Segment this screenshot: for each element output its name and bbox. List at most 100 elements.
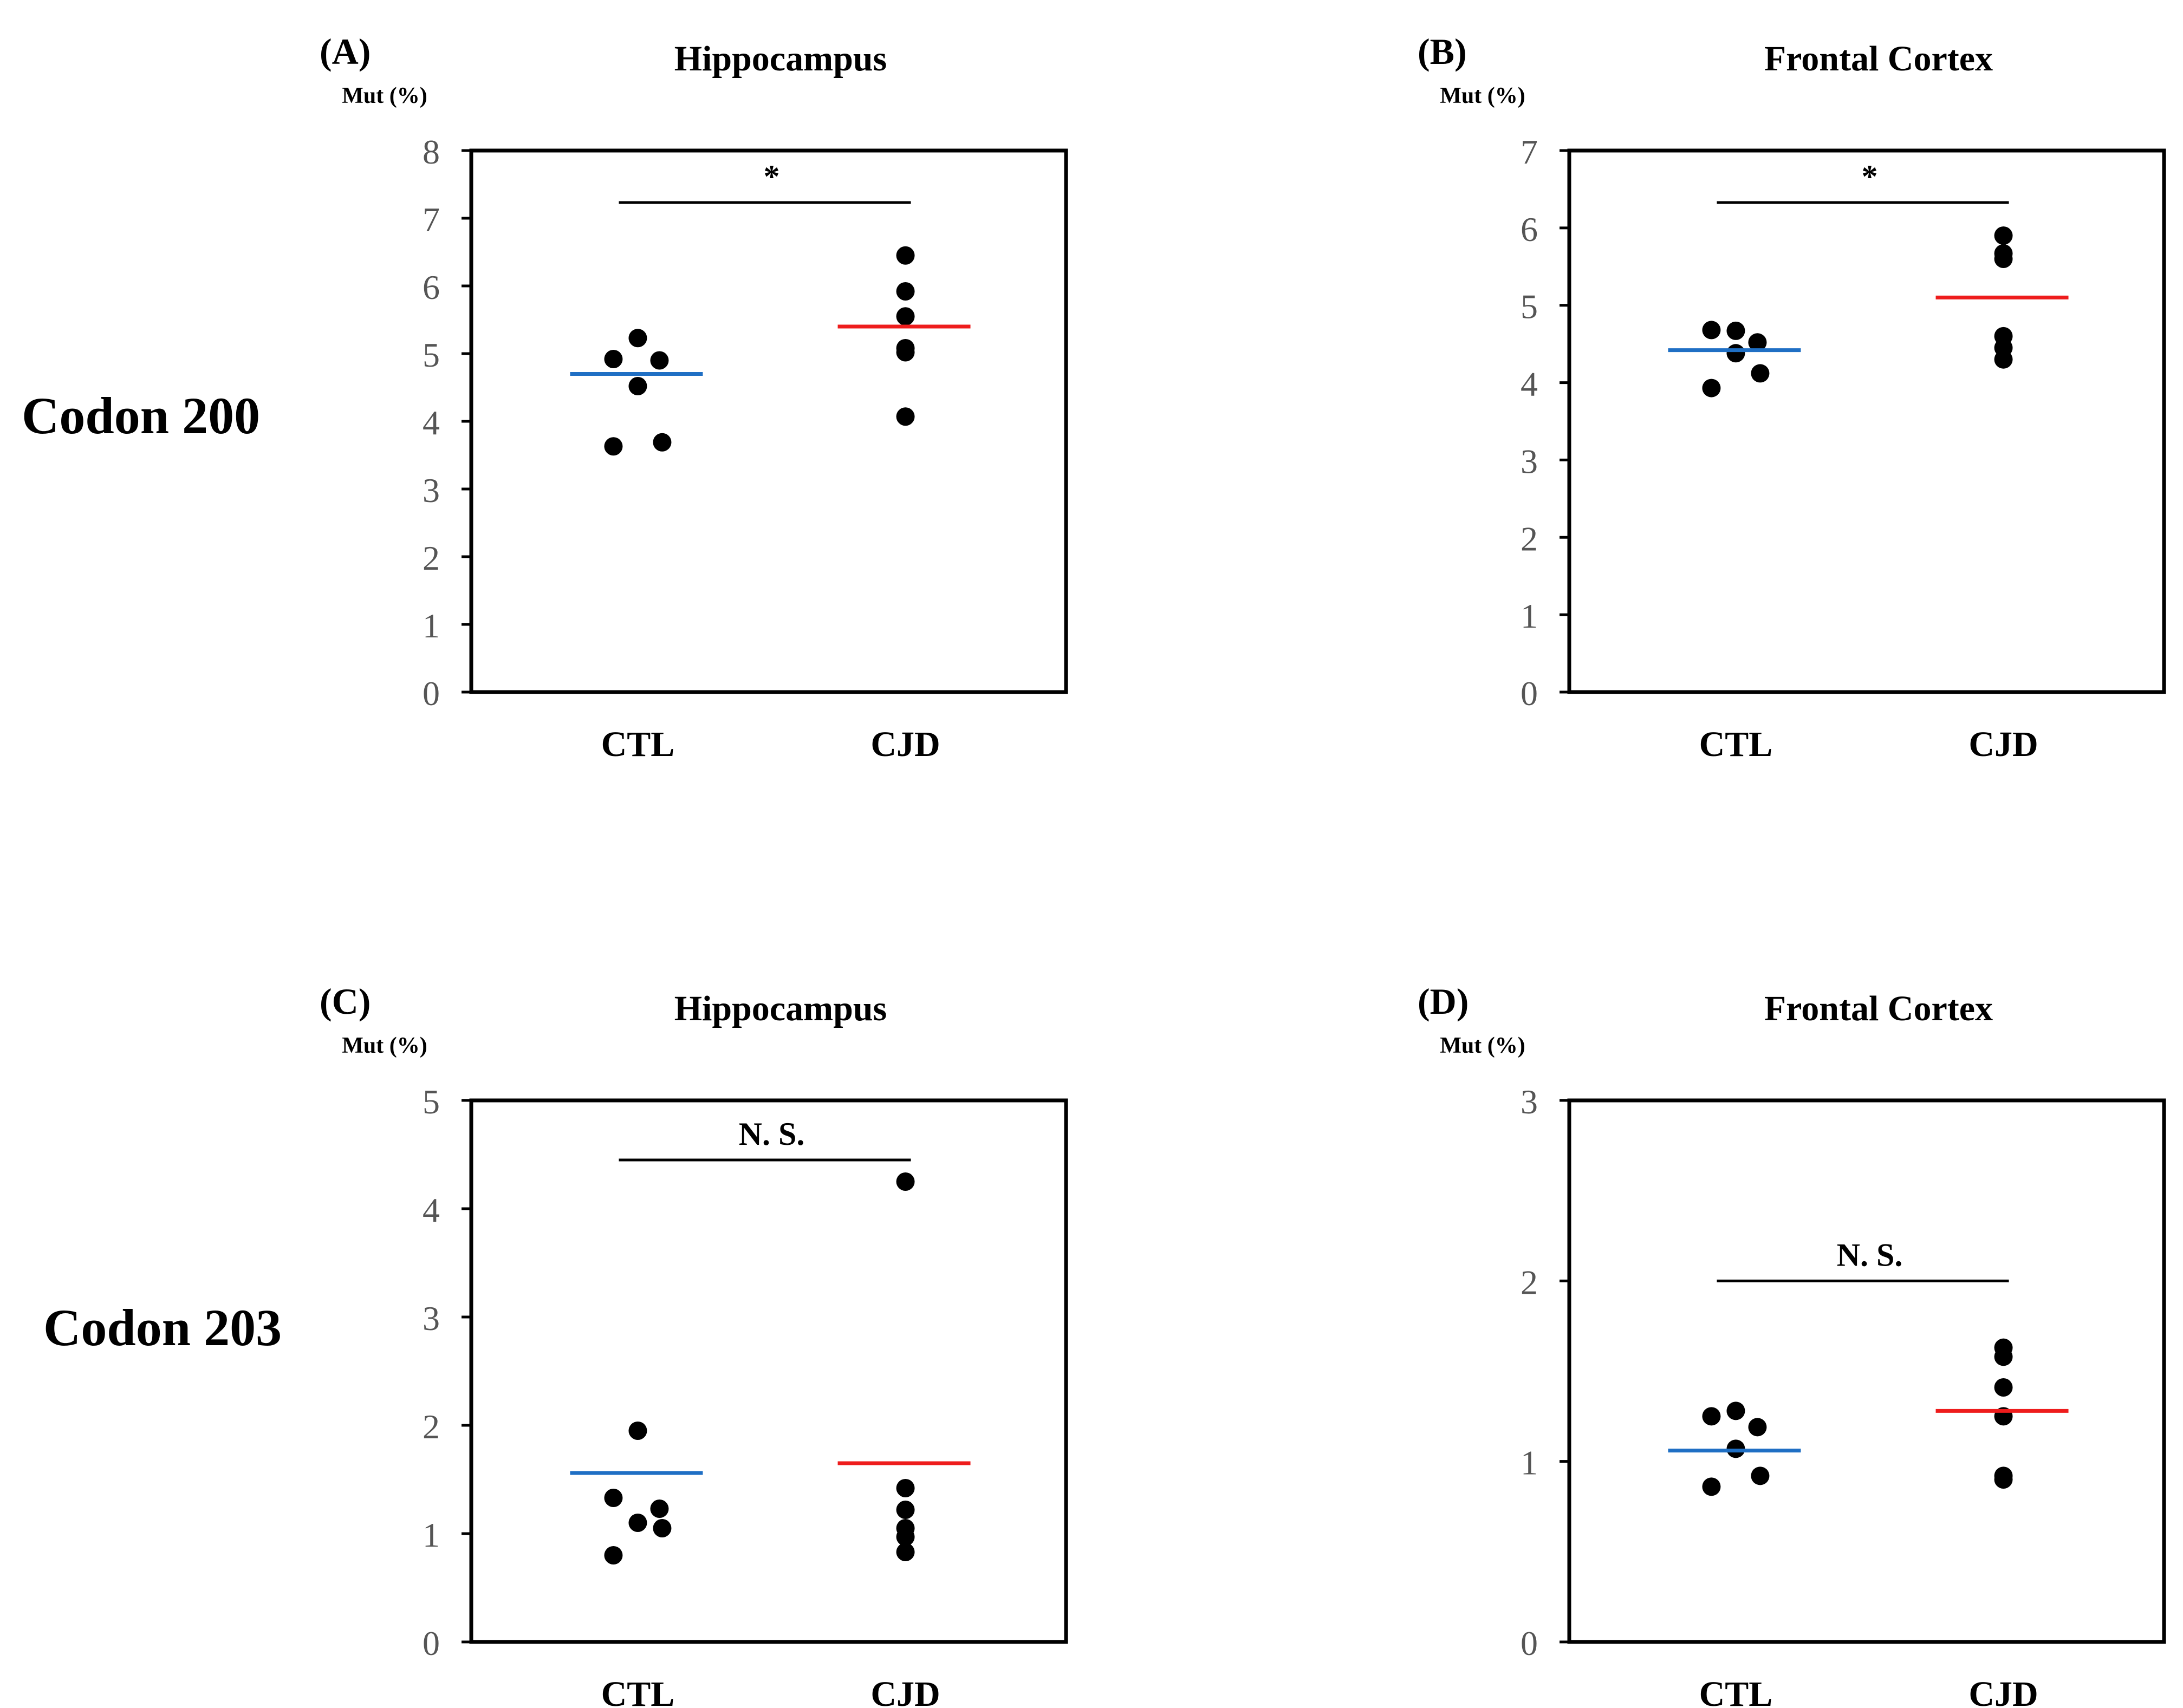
y-tick-label: 3: [1521, 1083, 1538, 1121]
data-point-cjd: [896, 1172, 915, 1191]
x-category-label: CTL: [1699, 725, 1773, 764]
y-tick-label: 8: [423, 133, 440, 171]
panel-4: (D) Frontal Cortex Mut (%) 0 1 2 3 CTL CJD N. S.: [1418, 981, 2166, 1708]
y-tick-label: 1: [1521, 1444, 1538, 1482]
y-tick-label: 7: [1521, 133, 1538, 171]
panel-title: Hippocampus: [674, 989, 887, 1028]
data-point-ctl: [1726, 1401, 1745, 1420]
y-tick-label: 0: [423, 674, 440, 713]
x-category-label: CJD: [1968, 725, 2038, 764]
data-point-cjd: [1994, 350, 2013, 369]
panel-1: (A) Hippocampus Mut (%) 0 1 2 3 4 5 6 7 8 CTL CJD *: [320, 31, 1068, 764]
data-point-ctl: [604, 1546, 623, 1564]
y-tick-label: 5: [423, 1083, 440, 1121]
panel-2: (B) Frontal Cortex Mut (%) 0 1 2 3 4 5 6 7 CTL CJD *: [1418, 31, 2166, 764]
panel-title: Frontal Cortex: [1764, 39, 1993, 79]
data-point-cjd: [896, 307, 915, 326]
y-tick-label: 4: [423, 1191, 440, 1229]
data-point-cjd: [1994, 1347, 2013, 1366]
panel-title: Frontal Cortex: [1764, 989, 1993, 1028]
y-axis-label: Mut (%): [342, 1033, 427, 1058]
y-tick-label: 5: [1521, 288, 1538, 326]
x-category-label: CTL: [601, 725, 675, 764]
data-point-ctl: [1726, 344, 1745, 363]
data-point-ctl: [628, 1514, 647, 1532]
data-point-cjd: [896, 1501, 915, 1519]
panel-letter: (A): [320, 31, 371, 72]
data-point-ctl: [1702, 379, 1721, 397]
y-tick-label: 2: [423, 539, 440, 577]
data-point-ctl: [1751, 1466, 1770, 1485]
data-point-cjd: [896, 1528, 915, 1546]
y-tick-label: 2: [1521, 1263, 1538, 1301]
panel-title: Hippocampus: [674, 39, 887, 79]
y-tick-label: 5: [423, 336, 440, 374]
y-tick-label: 3: [423, 471, 440, 510]
y-tick-label: 6: [1521, 210, 1538, 249]
y-tick-label: 6: [423, 268, 440, 307]
significance-label: N. S.: [739, 1116, 805, 1152]
y-tick-label: 0: [1521, 1624, 1538, 1663]
data-point-ctl: [628, 1422, 647, 1440]
x-category-label: CJD: [870, 1674, 940, 1708]
x-category-label: CTL: [1699, 1674, 1773, 1708]
data-point-ctl: [604, 1489, 623, 1507]
data-point-ctl: [604, 350, 623, 368]
y-axis-label: Mut (%): [342, 83, 427, 108]
data-point-ctl: [628, 377, 647, 395]
data-point-cjd: [896, 407, 915, 426]
y-tick-label: 1: [1521, 597, 1538, 635]
plot-frame: [469, 1098, 1068, 1644]
y-tick-label: 2: [1521, 519, 1538, 558]
data-point-ctl: [650, 351, 669, 370]
y-tick-label: 2: [423, 1407, 440, 1446]
panel-letter: (C): [320, 981, 371, 1022]
significance-label: N. S.: [1837, 1237, 1903, 1273]
plot-frame: [469, 148, 1068, 694]
x-category-label: CTL: [601, 1674, 675, 1708]
y-tick-label: 0: [423, 1624, 440, 1663]
x-category-label: CJD: [870, 725, 940, 764]
data-point-ctl: [653, 1519, 672, 1537]
plot-frame: [1567, 148, 2166, 694]
data-point-cjd: [1994, 1378, 2013, 1397]
data-point-ctl: [1702, 1477, 1721, 1496]
data-point-cjd: [896, 1543, 915, 1561]
significance-label: *: [763, 159, 779, 194]
y-tick-label: 4: [1521, 365, 1538, 403]
data-point-ctl: [1702, 321, 1721, 340]
x-category-label: CJD: [1968, 1674, 2038, 1708]
y-tick-label: 1: [423, 607, 440, 645]
data-point-cjd: [1994, 226, 2013, 245]
data-point-cjd: [896, 343, 915, 362]
data-point-ctl: [1726, 321, 1745, 340]
data-point-ctl: [1751, 364, 1770, 383]
data-point-cjd: [896, 246, 915, 265]
data-point-cjd: [896, 1479, 915, 1497]
y-tick-label: 7: [423, 200, 440, 239]
data-point-cjd: [896, 282, 915, 301]
significance-label: *: [1861, 159, 1877, 194]
y-tick-label: 0: [1521, 674, 1538, 713]
panel-3: (C) Hippocampus Mut (%) 0 1 2 3 4 5 CTL CJD N. S.: [320, 981, 1068, 1708]
y-tick-label: 4: [423, 403, 440, 442]
data-point-cjd: [1994, 250, 2013, 268]
panel-letter: (B): [1418, 31, 1467, 72]
panel-letter: (D): [1418, 981, 1469, 1022]
y-axis-label: Mut (%): [1440, 83, 1525, 108]
data-point-ctl: [653, 433, 672, 452]
data-point-ctl: [1748, 333, 1767, 352]
y-axis-label: Mut (%): [1440, 1033, 1525, 1058]
data-point-ctl: [650, 1500, 669, 1518]
data-point-ctl: [604, 437, 623, 456]
plot-frame: [1567, 1098, 2166, 1644]
row-label-codon-200: Codon 200: [22, 387, 260, 445]
data-point-ctl: [1702, 1407, 1721, 1426]
data-point-cjd: [1994, 1470, 2013, 1489]
y-tick-label: 1: [423, 1516, 440, 1554]
y-tick-label: 3: [1521, 442, 1538, 480]
data-point-ctl: [1748, 1418, 1767, 1437]
row-label-codon-203: Codon 203: [43, 1299, 282, 1357]
